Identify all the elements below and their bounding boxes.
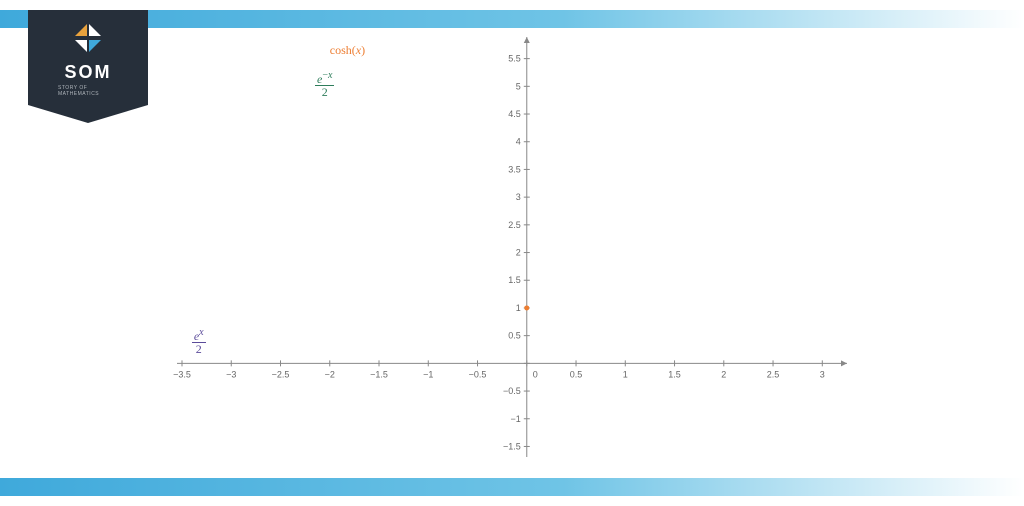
svg-text:1.5: 1.5 [508,275,521,285]
svg-text:−2: −2 [325,369,335,379]
logo-icon [71,22,105,56]
svg-text:4: 4 [516,137,521,147]
svg-text:2.5: 2.5 [767,369,780,379]
svg-text:3: 3 [820,369,825,379]
svg-text:3.5: 3.5 [508,164,521,174]
svg-text:−1: −1 [511,414,521,424]
footer-bar [0,478,1024,496]
svg-text:−3: −3 [226,369,236,379]
svg-text:−3.5: −3.5 [173,369,191,379]
svg-text:−2.5: −2.5 [272,369,290,379]
svg-text:3: 3 [516,192,521,202]
logo-title: SOM [64,62,111,83]
header-bar [0,10,1024,28]
series-label-half_e_x: ex2 [192,328,272,357]
svg-text:1: 1 [623,369,628,379]
svg-text:5: 5 [516,81,521,91]
svg-text:1: 1 [516,303,521,313]
svg-text:4.5: 4.5 [508,109,521,119]
svg-text:2: 2 [721,369,726,379]
svg-text:2: 2 [516,248,521,258]
svg-text:2.5: 2.5 [508,220,521,230]
logo-badge: SOM STORY OF MATHEMATICS [28,10,148,105]
cosh-chart: −3.5 −3 −2.5 −2 −1.5 −1 −0.5 0.5 1 1.5 2 2.5 3 −1.5 −1… [162,32,862,472]
svg-text:0.5: 0.5 [570,369,583,379]
svg-text:−1: −1 [423,369,433,379]
svg-text:−1.5: −1.5 [503,441,521,451]
series-label-cosh: cosh(x) [330,43,410,58]
svg-text:5.5: 5.5 [508,54,521,64]
svg-text:0.5: 0.5 [508,331,521,341]
svg-text:0: 0 [533,369,538,379]
svg-text:−1.5: −1.5 [370,369,388,379]
chart-area: −3.5 −3 −2.5 −2 −1.5 −1 −0.5 0.5 1 1.5 2 2.5 3 −1.5 −1… [162,32,862,472]
series-label-half_e_negx: e−x2 [315,71,395,100]
svg-text:1.5: 1.5 [668,369,681,379]
svg-text:−0.5: −0.5 [469,369,487,379]
svg-text:−0.5: −0.5 [503,386,521,396]
logo-subtitle: STORY OF MATHEMATICS [58,85,118,97]
